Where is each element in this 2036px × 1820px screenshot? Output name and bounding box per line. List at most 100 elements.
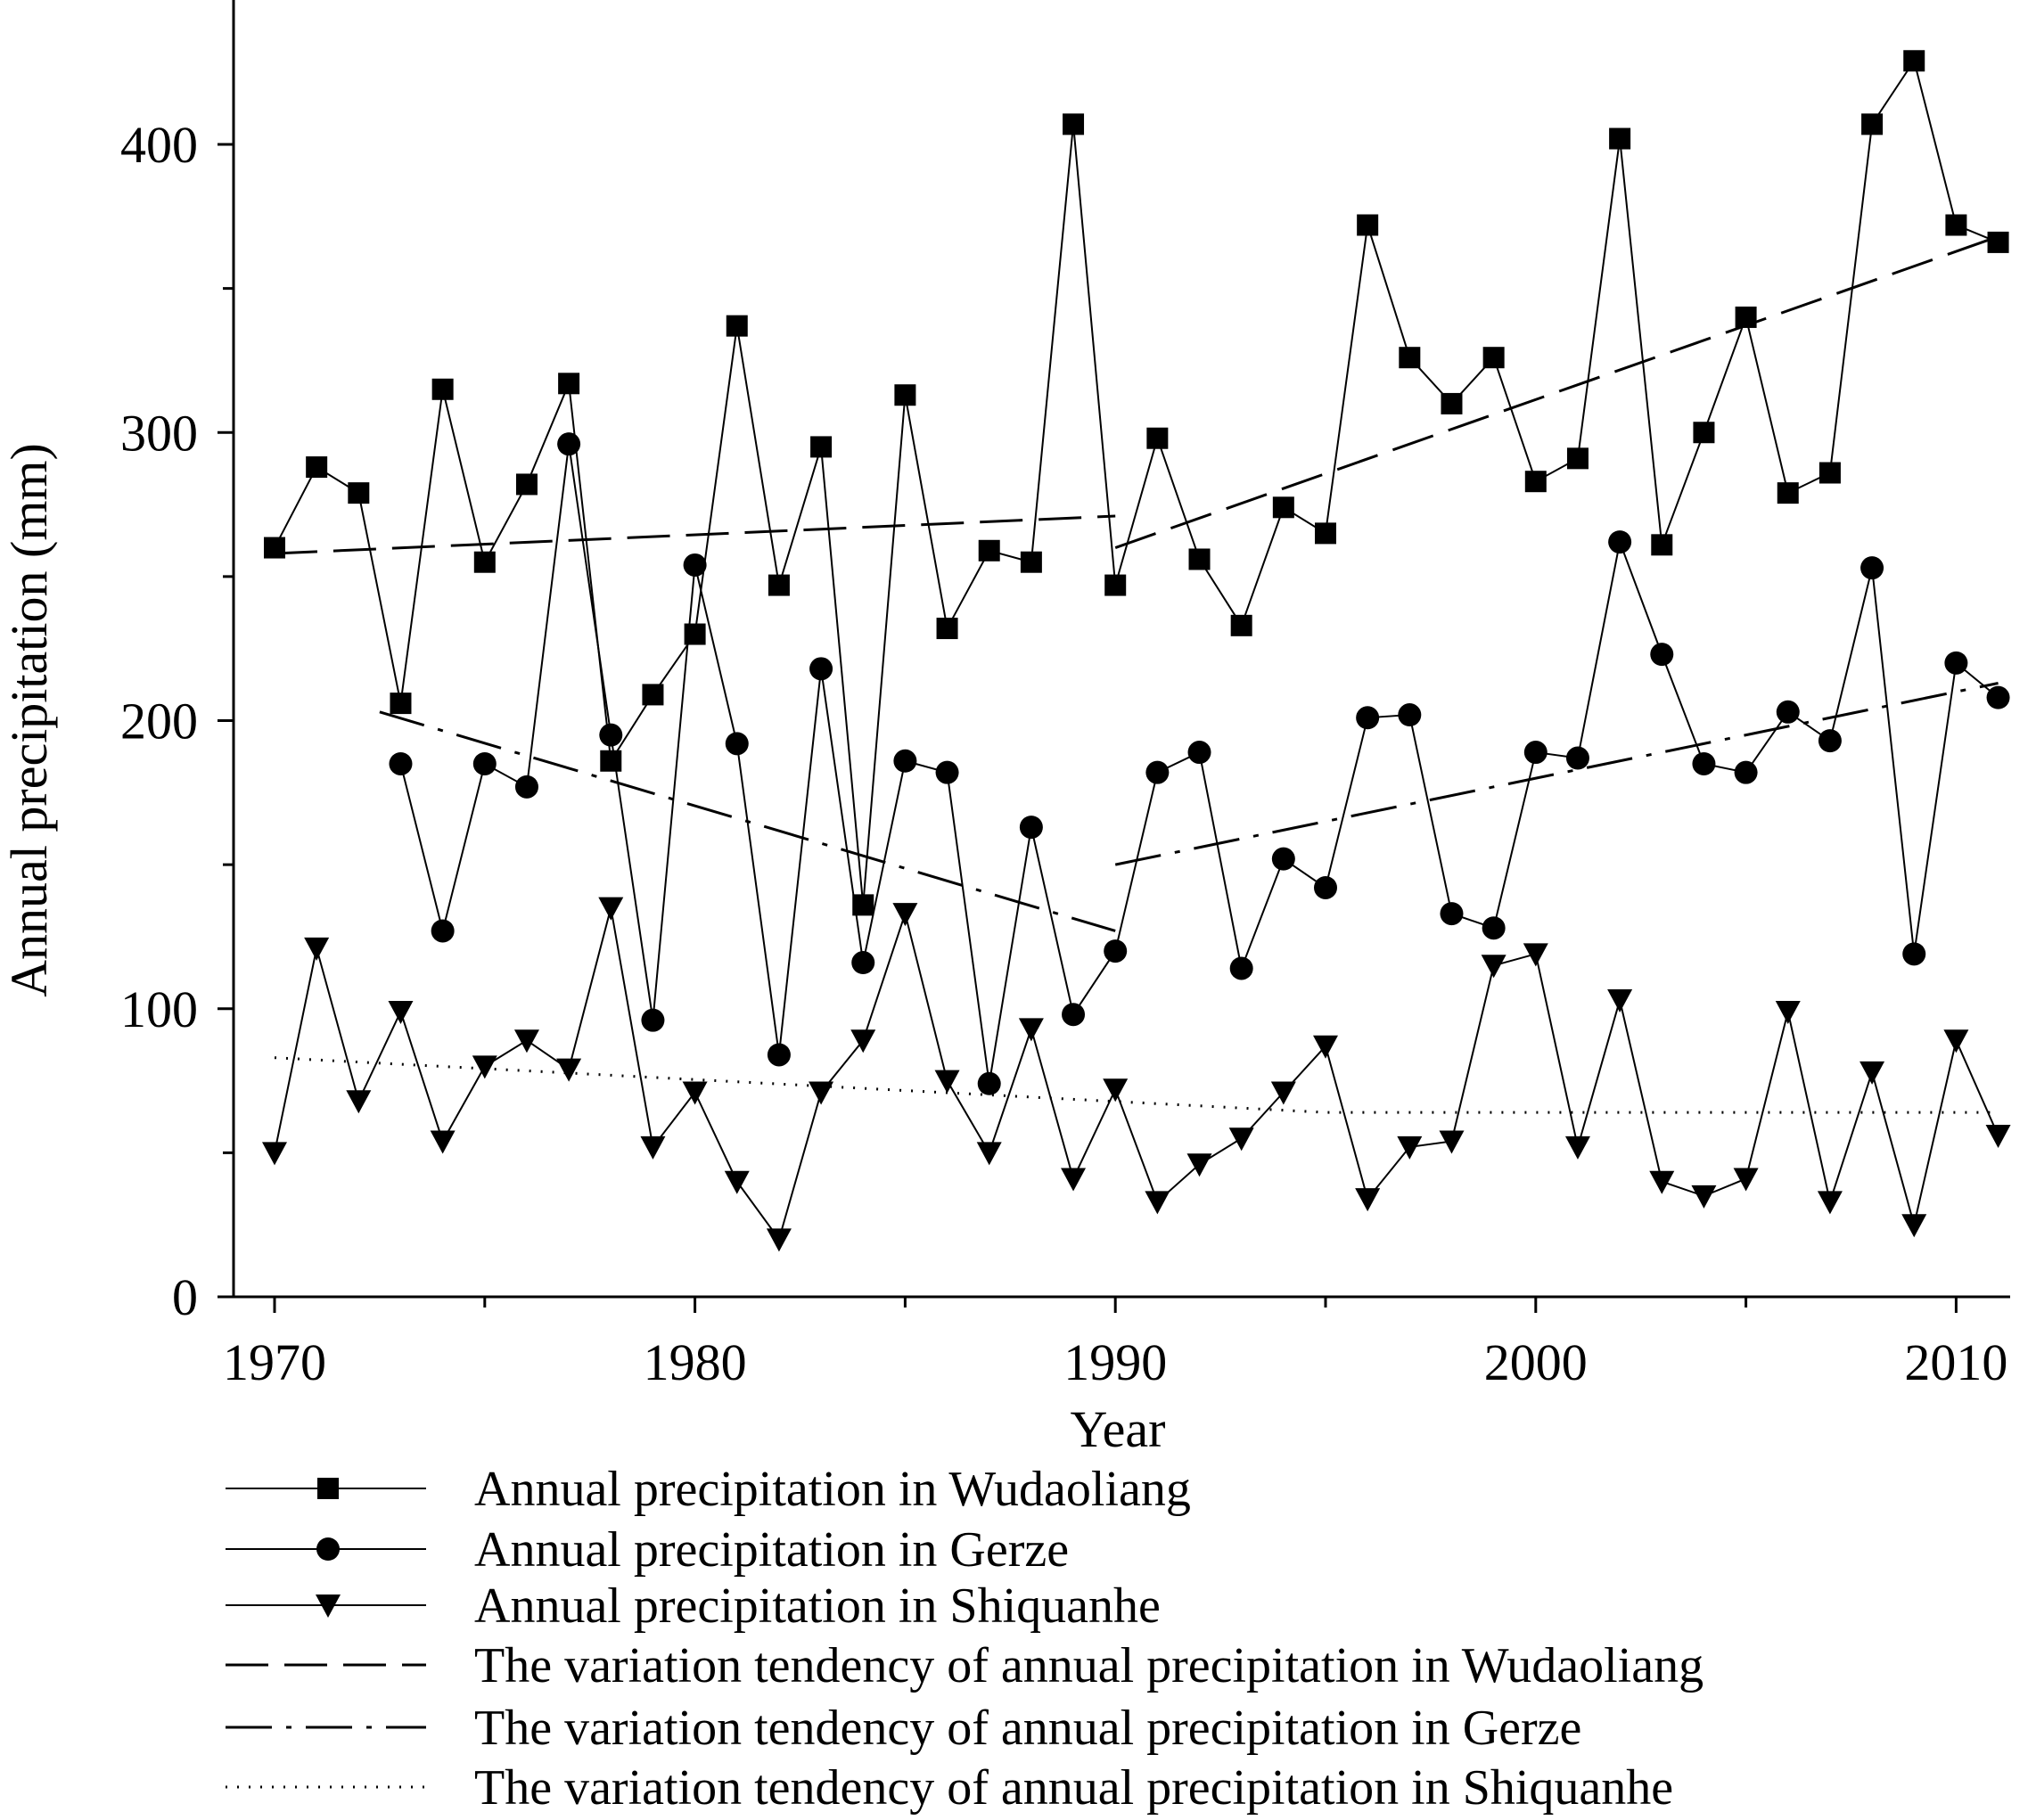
data-point — [724, 1170, 750, 1194]
data-point — [1145, 760, 1170, 784]
data-point — [515, 473, 538, 496]
data-point — [1440, 902, 1464, 926]
data-point — [1357, 214, 1379, 236]
data-point — [1020, 551, 1042, 573]
data-point — [726, 315, 748, 337]
data-point — [1651, 534, 1673, 556]
data-point — [642, 684, 664, 706]
data-point — [262, 1142, 287, 1166]
data-point — [725, 732, 749, 756]
legend-label: The variation tendency of annual precipi… — [474, 1760, 1673, 1816]
data-point — [1859, 1061, 1885, 1085]
data-point — [598, 897, 624, 921]
data-point — [1146, 427, 1169, 449]
data-point — [472, 1055, 497, 1079]
series-line — [274, 58, 1999, 906]
data-point — [1986, 685, 2010, 709]
data-point — [348, 482, 370, 504]
legend-label: Annual precipitation in Gerze — [474, 1522, 1069, 1578]
data-point — [809, 1081, 834, 1105]
legend-label: The variation tendency of annual precipi… — [474, 1638, 1704, 1693]
data-point — [1230, 614, 1252, 636]
data-point — [684, 623, 706, 645]
data-point — [1692, 751, 1716, 775]
data-point — [1734, 760, 1758, 784]
data-point — [892, 903, 918, 927]
data-point — [1104, 574, 1127, 596]
data-point — [1693, 422, 1715, 444]
data-point — [1818, 729, 1842, 753]
data-point — [1482, 347, 1505, 369]
data-point — [346, 1090, 372, 1114]
data-point — [1861, 113, 1884, 135]
data-point — [1776, 700, 1800, 724]
data-point — [1018, 1018, 1044, 1042]
y-axis-title: Annual precipitation (mm) — [0, 443, 58, 997]
data-point — [1860, 556, 1884, 580]
data-point — [389, 751, 413, 775]
y-tick-label: 100 — [120, 980, 198, 1038]
data-point — [1441, 392, 1463, 414]
data-point — [1482, 916, 1506, 940]
data-point — [1103, 1078, 1129, 1103]
data-point — [388, 1000, 414, 1024]
x-tick-label: 2000 — [1484, 1333, 1588, 1391]
data-point — [390, 693, 412, 715]
data-point — [1063, 113, 1085, 135]
data-point — [682, 1081, 708, 1105]
data-point — [1564, 1135, 1590, 1160]
data-point — [1228, 1127, 1254, 1152]
data-point — [1272, 496, 1294, 519]
trend-line — [274, 514, 1116, 555]
data-point — [1523, 741, 1548, 765]
data-point — [850, 1029, 876, 1053]
data-point — [1607, 989, 1633, 1013]
data-point — [431, 378, 454, 400]
data-point — [852, 894, 874, 916]
data-point — [430, 1130, 456, 1154]
data-point — [640, 1135, 666, 1160]
data-point — [1523, 943, 1548, 967]
trend-line — [1114, 682, 1999, 866]
data-point — [1944, 651, 1968, 675]
data-point — [683, 553, 707, 577]
data-point — [641, 1008, 665, 1032]
x-tick-label: 2010 — [1904, 1333, 2007, 1391]
legend-marker — [316, 1595, 341, 1618]
data-point — [1609, 127, 1631, 150]
data-point — [978, 539, 1000, 562]
data-point — [977, 1071, 1001, 1095]
data-point — [1566, 447, 1589, 470]
data-point — [513, 1029, 539, 1053]
data-point — [1398, 703, 1422, 727]
data-point — [1019, 816, 1043, 840]
data-point — [768, 574, 790, 596]
data-point — [1399, 347, 1421, 369]
legend-label: Annual precipitation in Shiquanhe — [474, 1578, 1161, 1634]
data-point — [557, 432, 581, 456]
trend-lines — [274, 235, 1999, 1114]
trend-line — [1114, 235, 1999, 549]
y-tick-label: 0 — [172, 1268, 198, 1326]
data-point — [1355, 1188, 1381, 1212]
data-point — [1985, 1124, 2011, 1148]
data-point — [1229, 956, 1253, 980]
data-point — [1565, 746, 1589, 770]
data-point — [1187, 741, 1211, 765]
data-point — [556, 1058, 582, 1082]
data-point — [1733, 1168, 1759, 1192]
data-point — [304, 937, 330, 961]
trend-line — [274, 1056, 1999, 1114]
legend-label: Annual precipitation in Wudaoliang — [474, 1462, 1191, 1517]
data-point — [1987, 231, 2009, 253]
data-point — [810, 436, 833, 458]
data-point — [766, 1228, 792, 1252]
data-point — [767, 1043, 791, 1067]
series-line — [274, 907, 1999, 1242]
data-point — [306, 456, 328, 479]
data-point — [1691, 1185, 1717, 1209]
data-point — [1945, 214, 1967, 236]
series-markers — [262, 50, 2011, 1252]
legend-label: The variation tendency of annual precipi… — [474, 1701, 1581, 1756]
data-point — [1271, 847, 1295, 871]
